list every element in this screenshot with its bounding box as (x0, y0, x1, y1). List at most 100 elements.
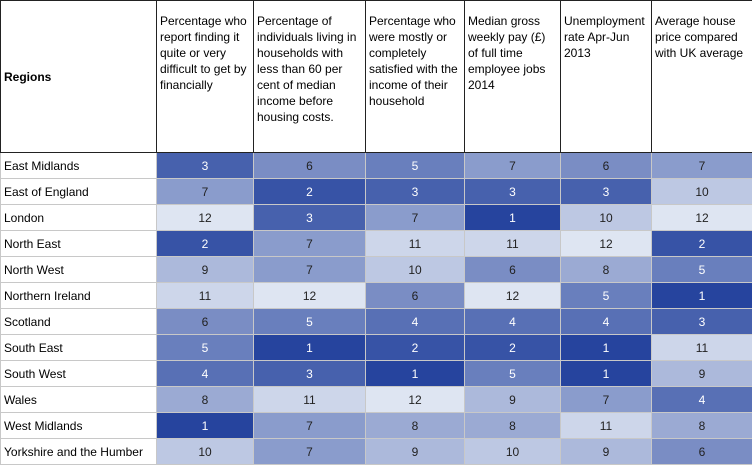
rank-cell: 11 (157, 283, 254, 309)
rank-cell: 7 (157, 179, 254, 205)
rank-cell: 6 (652, 439, 752, 465)
header-cell: Percentage who were mostly or completely… (366, 1, 465, 153)
rank-cell: 2 (254, 179, 366, 205)
rank-cell: 12 (465, 283, 561, 309)
rank-cell: 11 (561, 413, 652, 439)
rank-cell: 5 (254, 309, 366, 335)
rank-cell: 11 (254, 387, 366, 413)
rank-cell: 4 (465, 309, 561, 335)
header-cell: Percentage who report finding it quite o… (157, 1, 254, 153)
header-cell: Percentage of individuals living in hous… (254, 1, 366, 153)
rank-cell: 4 (652, 387, 752, 413)
rank-cell: 4 (561, 309, 652, 335)
region-name: South East (1, 335, 157, 361)
rank-cell: 10 (157, 439, 254, 465)
rank-cell: 7 (465, 153, 561, 179)
rank-cell: 9 (366, 439, 465, 465)
rank-cell: 6 (465, 257, 561, 283)
rank-cell: 6 (366, 283, 465, 309)
rank-cell: 7 (254, 231, 366, 257)
rank-cell: 5 (366, 153, 465, 179)
rank-cell: 4 (157, 361, 254, 387)
rank-cell: 12 (254, 283, 366, 309)
rank-cell: 9 (561, 439, 652, 465)
rank-cell: 1 (366, 361, 465, 387)
rank-cell: 3 (254, 361, 366, 387)
region-name: London (1, 205, 157, 231)
region-name: Northern Ireland (1, 283, 157, 309)
header-cell: Unemployment rate Apr-Jun 2013 (561, 1, 652, 153)
header-cell: Average house price compared with UK ave… (652, 1, 752, 153)
rank-cell: 11 (465, 231, 561, 257)
rank-cell: 1 (254, 335, 366, 361)
rank-cell: 12 (561, 231, 652, 257)
rank-cell: 10 (465, 439, 561, 465)
rank-cell: 1 (561, 335, 652, 361)
rank-cell: 6 (561, 153, 652, 179)
region-name: Yorkshire and the Humber (1, 439, 157, 465)
rank-cell: 7 (254, 413, 366, 439)
header-regions: Regions (1, 1, 157, 153)
rank-cell: 10 (561, 205, 652, 231)
rank-cell: 2 (652, 231, 752, 257)
rank-cell: 1 (465, 205, 561, 231)
rank-cell: 11 (652, 335, 752, 361)
rank-cell: 3 (366, 179, 465, 205)
region-name: East Midlands (1, 153, 157, 179)
rank-cell: 8 (465, 413, 561, 439)
rank-cell: 8 (561, 257, 652, 283)
region-name: North East (1, 231, 157, 257)
rank-cell: 5 (157, 335, 254, 361)
rank-cell: 7 (254, 439, 366, 465)
header-cell: Median gross weekly pay (£) of full time… (465, 1, 561, 153)
rank-cell: 3 (561, 179, 652, 205)
rank-cell: 4 (366, 309, 465, 335)
rank-cell: 11 (366, 231, 465, 257)
rank-cell: 3 (465, 179, 561, 205)
rank-cell: 10 (652, 179, 752, 205)
rank-cell: 8 (652, 413, 752, 439)
rank-cell: 2 (465, 335, 561, 361)
rank-cell: 7 (561, 387, 652, 413)
region-name: Scotland (1, 309, 157, 335)
rank-cell: 9 (157, 257, 254, 283)
rank-cell: 5 (561, 283, 652, 309)
rank-cell: 1 (652, 283, 752, 309)
rank-cell: 2 (157, 231, 254, 257)
rank-cell: 1 (561, 361, 652, 387)
rank-cell: 9 (465, 387, 561, 413)
rank-cell: 5 (465, 361, 561, 387)
rank-cell: 7 (366, 205, 465, 231)
rank-cell: 3 (652, 309, 752, 335)
region-name: South West (1, 361, 157, 387)
rank-cell: 5 (652, 257, 752, 283)
region-name: West Midlands (1, 413, 157, 439)
rank-cell: 8 (366, 413, 465, 439)
rank-cell: 6 (254, 153, 366, 179)
rank-cell: 12 (366, 387, 465, 413)
rank-cell: 8 (157, 387, 254, 413)
rank-cell: 3 (157, 153, 254, 179)
rank-cell: 1 (157, 413, 254, 439)
rank-cell: 10 (366, 257, 465, 283)
rank-cell: 2 (366, 335, 465, 361)
rank-cell: 6 (157, 309, 254, 335)
rank-cell: 7 (254, 257, 366, 283)
rank-cell: 9 (652, 361, 752, 387)
region-name: North West (1, 257, 157, 283)
region-name: Wales (1, 387, 157, 413)
